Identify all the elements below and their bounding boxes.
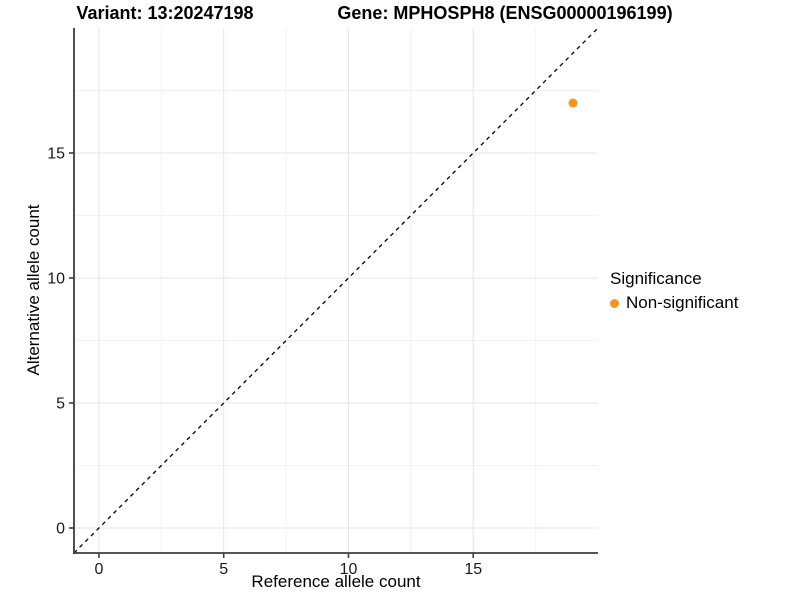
data-point — [568, 98, 578, 108]
legend-title: Significance — [610, 269, 702, 288]
legend-entry-label: Non-significant — [626, 293, 739, 312]
y-tick-label: 15 — [47, 146, 65, 163]
variant-title: Variant: 13:20247198 — [76, 3, 254, 23]
x-tick-label: 5 — [219, 561, 228, 578]
gene-title: Gene: MPHOSPH8 (ENSG00000196199) — [337, 3, 673, 23]
x-axis-title: Reference allele count — [251, 572, 421, 591]
legend-point-swatch — [610, 298, 619, 308]
legend-entry: Non-significant — [610, 293, 738, 313]
x-tick-label: 10 — [340, 561, 358, 578]
y-tick-label: 0 — [56, 521, 65, 538]
legend: Significance Non-significant — [610, 269, 738, 313]
y-axis-title: Alternative allele count — [24, 204, 43, 376]
x-tick-label: 0 — [94, 561, 103, 578]
y-tick-label: 5 — [56, 396, 65, 413]
y-tick-label: 10 — [47, 271, 65, 288]
x-tick-label: 15 — [464, 561, 482, 578]
identity-line — [73, 27, 599, 554]
